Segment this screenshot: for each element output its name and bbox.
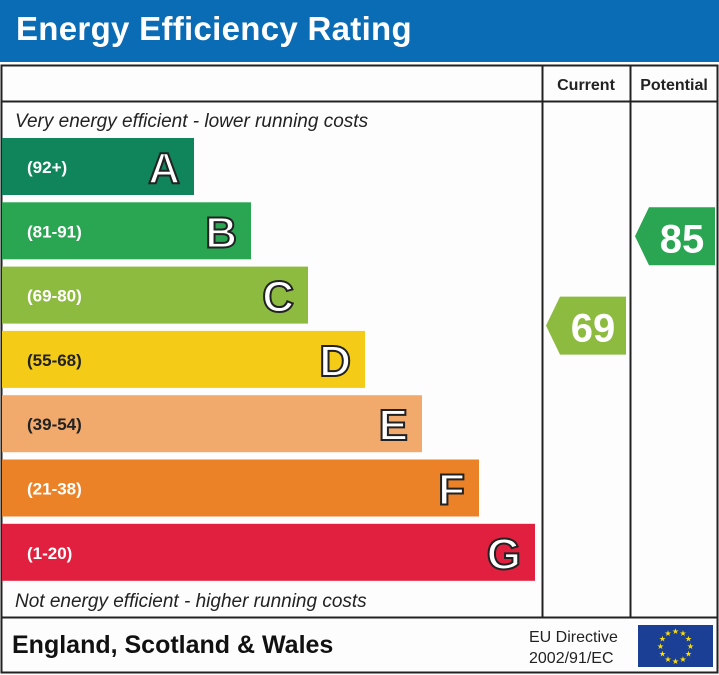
band-letter-d: D [319, 337, 351, 386]
band-bar-e [2, 395, 422, 453]
band-range-g: (1-20) [27, 544, 72, 563]
band-bar-g [2, 523, 535, 581]
region-label: England, Scotland & Wales [12, 631, 333, 659]
directive-line1: EU Directive [529, 629, 618, 646]
eu-star-icon: ★ [659, 635, 666, 644]
potential-rating-value: 85 [660, 217, 705, 261]
band-bar-b [2, 202, 251, 260]
eu-star-icon: ★ [679, 629, 686, 638]
top-note: Very energy efficient - lower running co… [15, 111, 369, 132]
bottom-note: Not energy efficient - higher running co… [15, 591, 367, 612]
band-letter-c: C [262, 273, 294, 322]
band-letter-f: F [438, 466, 465, 515]
band-range-a: (92+) [27, 158, 67, 177]
eu-star-icon: ★ [685, 635, 692, 644]
band-bar-d [2, 330, 365, 388]
band-bar-c [2, 266, 308, 324]
header-banner: Energy Efficiency Rating [0, 0, 719, 62]
eu-star-icon: ★ [664, 629, 671, 638]
band-range-c: (69-80) [27, 287, 82, 306]
page-title: Energy Efficiency Rating [16, 10, 412, 47]
current-rating-value: 69 [571, 307, 616, 351]
potential-rating-arrow [635, 207, 715, 266]
band-letter-e: E [379, 401, 408, 450]
eu-star-icon: ★ [664, 655, 671, 664]
band-bar-f [2, 459, 479, 517]
current-column-header: Current [557, 77, 615, 94]
band-range-d: (55-68) [27, 351, 82, 370]
eu-flag-icon: ★ ★★★★★★★★★★★ [638, 625, 713, 667]
band-letter-g: G [487, 530, 521, 579]
eu-star-icon: ★ [687, 642, 694, 651]
band-range-b: (81-91) [27, 222, 82, 241]
eu-star-icon: ★ [657, 642, 664, 651]
directive-line2: 2002/91/EC [529, 650, 614, 667]
band-range-e: (39-54) [27, 415, 82, 434]
band-letter-b: B [205, 208, 237, 257]
eu-star-icon: ★ [659, 650, 666, 659]
band-letter-a: A [148, 144, 180, 193]
potential-column-header: Potential [640, 77, 708, 94]
band-range-f: (21-38) [27, 480, 82, 499]
band-bar-a [2, 138, 194, 195]
eu-star-icon: ★ [685, 650, 692, 659]
eu-star-icon: ★ [679, 655, 686, 664]
eu-star-icon: ★ [672, 657, 679, 666]
eu-star-icon: ★ [672, 627, 679, 636]
current-rating-arrow [546, 296, 626, 355]
